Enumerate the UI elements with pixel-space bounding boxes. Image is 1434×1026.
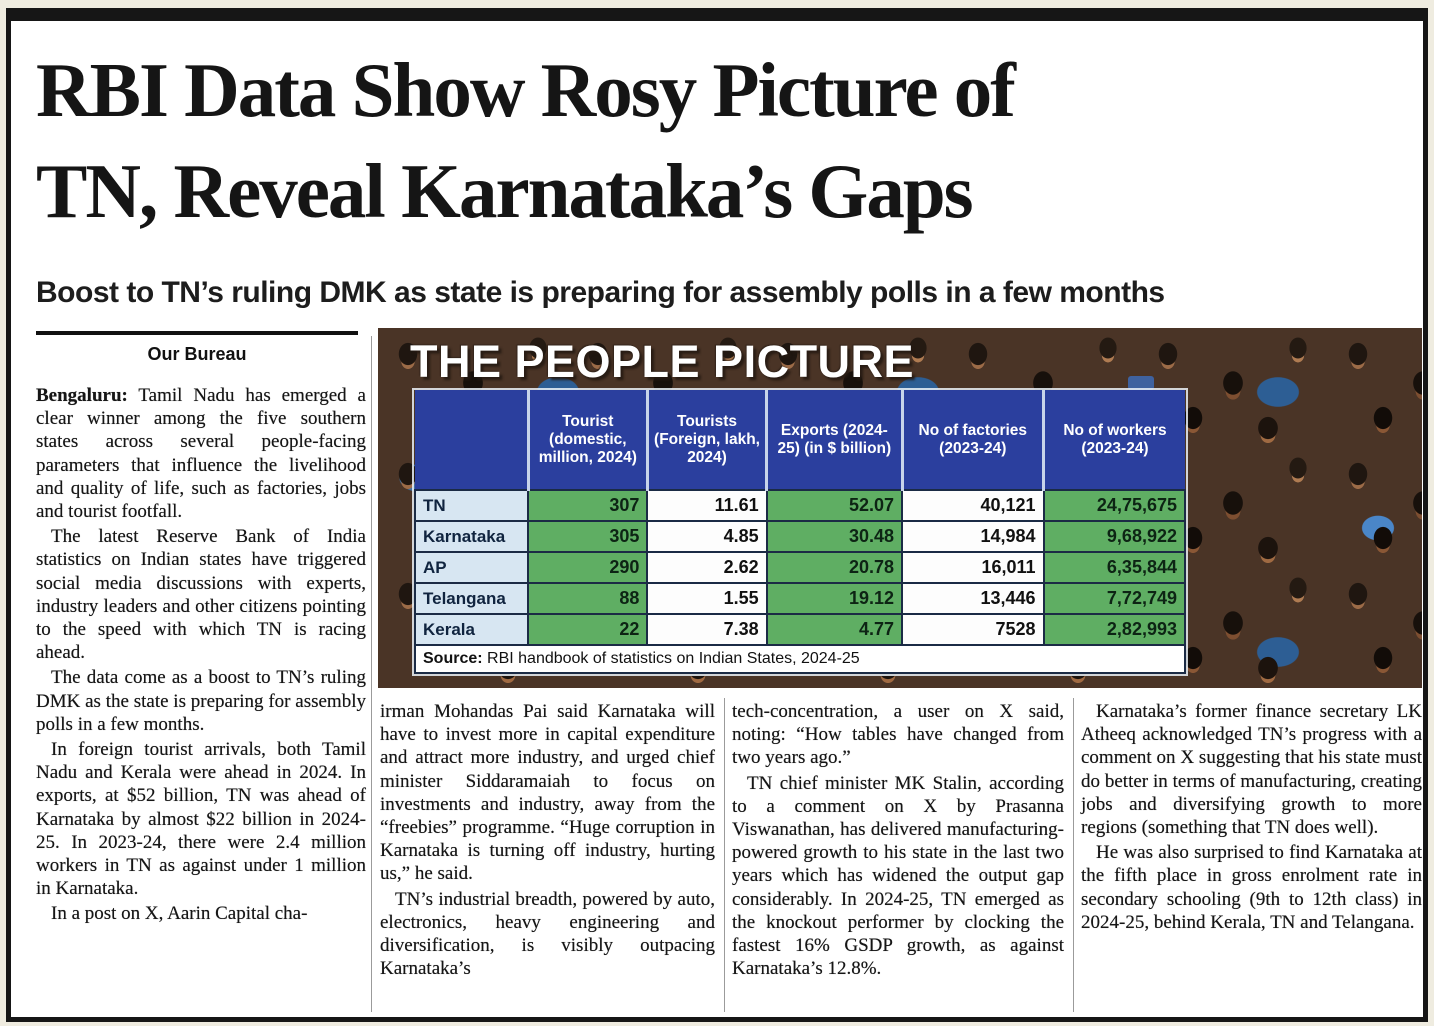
value-cell: 1.55 — [646, 582, 768, 615]
value-cell: 30.48 — [765, 520, 904, 553]
table-row: Karnataka 305 4.85 30.48 14,984 9,68,922 — [413, 520, 1187, 553]
value-cell: 4.77 — [765, 613, 904, 646]
value-cell: 20.78 — [765, 551, 904, 584]
value-cell: 2,82,993 — [1042, 613, 1187, 646]
article-column-1: Bengaluru: Tamil Nadu has emerged a clea… — [36, 384, 366, 1012]
article-column-4: Karnataka’s former finance secretary LK … — [1081, 700, 1422, 1014]
column-header-exports: Exports (2024-25) (in $ billion) — [765, 390, 903, 490]
headline: RBI Data Show Rosy Picture of TN, Reveal… — [36, 40, 1406, 242]
dateline: Bengaluru: — [36, 385, 128, 406]
paragraph-text: Tamil Nadu has emerged a clear winner am… — [36, 385, 366, 523]
value-cell: 7,72,749 — [1042, 582, 1187, 615]
article-paragraph: Karnataka’s former finance secretary LK … — [1081, 701, 1422, 839]
table-row: Telangana 88 1.55 19.12 13,446 7,72,749 — [413, 582, 1187, 615]
table-source-row: Source: RBI handbook of statistics on In… — [414, 644, 1186, 674]
article-paragraph: Bengaluru: Tamil Nadu has emerged a clea… — [36, 384, 366, 523]
crowd-photo: THE PEOPLE PICTURE Tourist (domestic, mi… — [378, 328, 1422, 688]
value-cell: 24,75,675 — [1042, 489, 1187, 522]
value-cell: 307 — [527, 489, 649, 522]
table-row: AP 290 2.62 20.78 16,011 6,35,844 — [413, 551, 1187, 584]
table-row: Kerala 22 7.38 4.77 7528 2,82,993 — [413, 613, 1187, 646]
column-header-factories: No of factories (2023-24) — [900, 390, 1044, 490]
article-paragraph: irman Mohandas Pai said Karnataka will h… — [380, 701, 715, 885]
infographic-title: THE PEOPLE PICTURE — [410, 336, 915, 387]
column-rule — [1073, 698, 1074, 1012]
column-header-tourist-domestic: Tourist (domestic, million, 2024) — [526, 390, 648, 490]
byline-rule — [36, 331, 358, 335]
value-cell: 6,35,844 — [1042, 551, 1187, 584]
value-cell: 88 — [527, 582, 649, 615]
article-paragraph: In a post on X, Aarin Capital cha- — [51, 903, 308, 925]
headline-line2: TN, Reveal Karnataka’s Gaps — [36, 148, 974, 234]
state-cell: TN — [413, 489, 530, 522]
article-paragraph: The latest Reserve Bank of India statist… — [36, 526, 366, 664]
column-header-workers: No of workers (2023-24) — [1042, 390, 1185, 490]
table-row: TN 307 11.61 52.07 40,121 24,75,675 — [413, 489, 1187, 522]
column-header-tourists-foreign: Tourists (Foreign, lakh, 2024) — [645, 390, 767, 490]
article-column-2: irman Mohandas Pai said Karnataka will h… — [380, 700, 715, 1014]
source-label: Source: — [423, 650, 483, 667]
value-cell: 7528 — [901, 613, 1045, 646]
article-paragraph: In foreign tourist arrivals, both Tamil … — [36, 739, 366, 900]
photo-watermark — [1128, 376, 1154, 390]
value-cell: 2.62 — [646, 551, 768, 584]
headline-line1: RBI Data Show Rosy Picture of — [36, 47, 1016, 133]
article-paragraph: tech-concentration, a user on X said, no… — [732, 701, 1064, 769]
article-paragraph: TN’s industrial breadth, powered by auto… — [380, 888, 715, 980]
article-column-3: tech-concentration, a user on X said, no… — [732, 700, 1064, 1014]
value-cell: 22 — [527, 613, 649, 646]
column-header-state — [415, 390, 529, 490]
value-cell: 7.38 — [646, 613, 768, 646]
source-line: Source: RBI handbook of statistics on In… — [414, 644, 1186, 674]
article-paragraph: He was also surprised to find Karnataka … — [1081, 842, 1422, 933]
column-rule — [371, 336, 372, 1012]
value-cell: 4.85 — [646, 520, 768, 553]
state-cell: AP — [413, 551, 530, 584]
source-text: RBI handbook of statistics on Indian Sta… — [482, 650, 860, 667]
value-cell: 19.12 — [765, 582, 904, 615]
value-cell: 9,68,922 — [1042, 520, 1187, 553]
table-header-row: Tourist (domestic, million, 2024) Touris… — [415, 390, 1185, 490]
byline: Our Bureau — [147, 344, 247, 364]
value-cell: 52.07 — [765, 489, 904, 522]
value-cell: 305 — [527, 520, 649, 553]
value-cell: 11.61 — [646, 489, 768, 522]
state-cell: Karnataka — [413, 520, 530, 553]
article-paragraph: TN chief minister MK Stalin, according t… — [732, 772, 1064, 980]
value-cell: 290 — [527, 551, 649, 584]
article-paragraph: The data come as a boost to TN’s ruling … — [36, 667, 366, 735]
column-rule — [724, 698, 725, 1012]
value-cell: 40,121 — [901, 489, 1045, 522]
value-cell: 14,984 — [901, 520, 1045, 553]
subheadline: Boost to TN’s ruling DMK as state is pre… — [36, 276, 1165, 309]
value-cell: 16,011 — [901, 551, 1045, 584]
state-cell: Telangana — [413, 582, 530, 615]
value-cell: 13,446 — [901, 582, 1045, 615]
data-table: Tourist (domestic, million, 2024) Touris… — [413, 390, 1187, 674]
state-cell: Kerala — [413, 613, 530, 646]
